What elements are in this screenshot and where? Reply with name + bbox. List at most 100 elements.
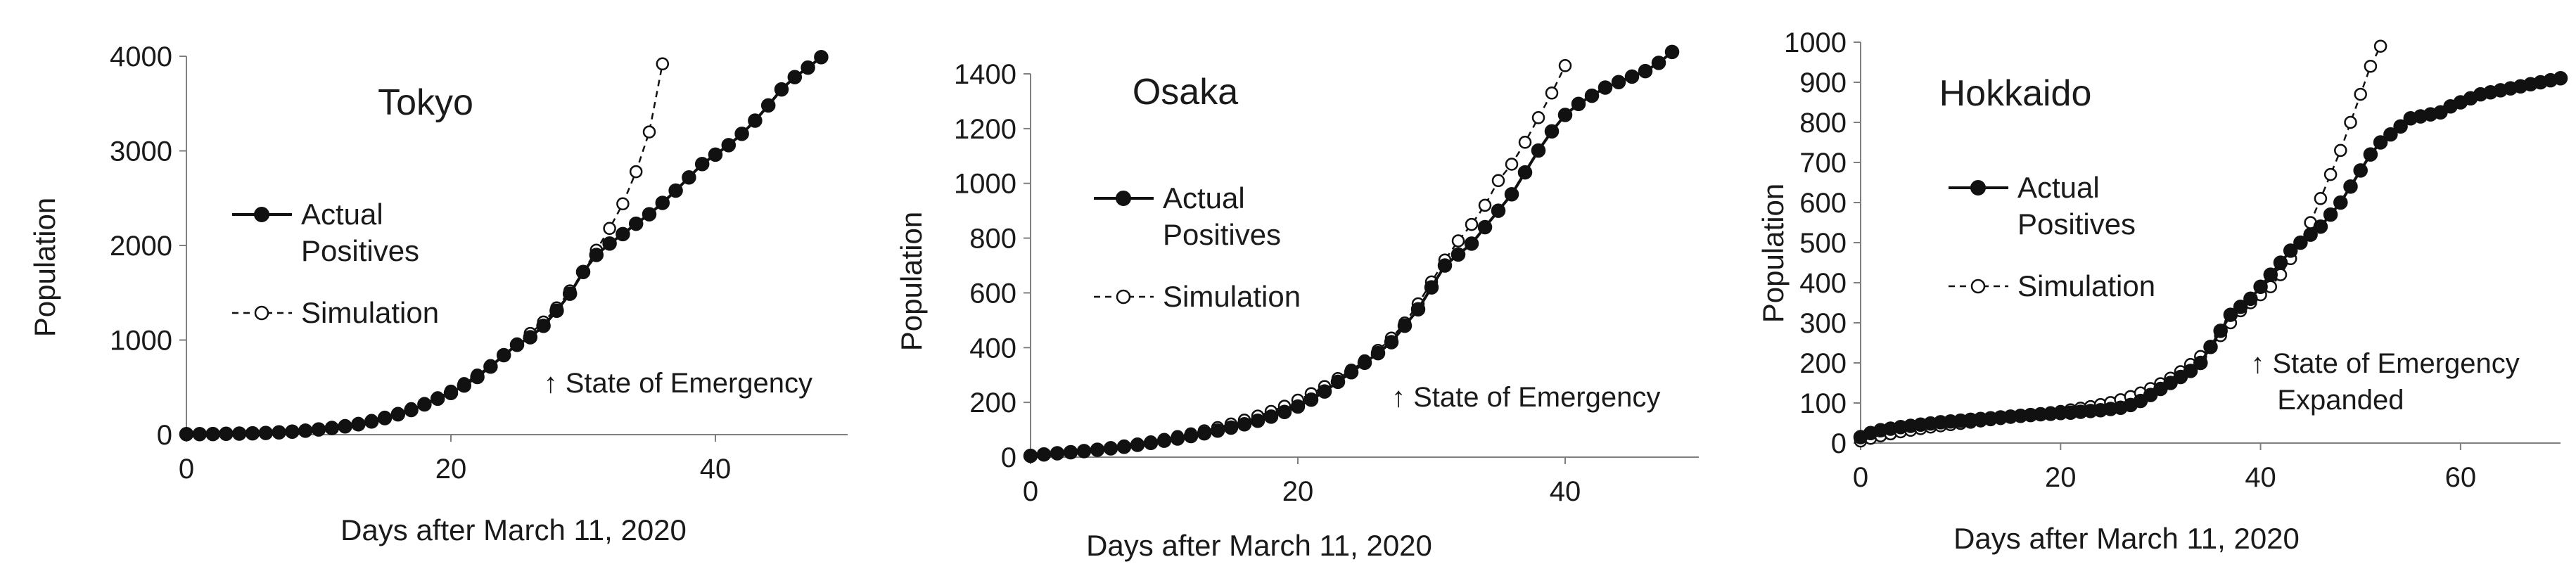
y-tick-label: 800 (1799, 108, 1847, 139)
data-point-simulation (603, 222, 616, 236)
data-point-actual (536, 319, 551, 333)
data-point-simulation (1465, 217, 1479, 231)
data-point-actual (708, 147, 723, 162)
data-point-actual (298, 423, 313, 438)
data-point-actual (1277, 404, 1292, 420)
data-point-actual (457, 378, 472, 393)
data-point-actual (721, 138, 737, 153)
data-point-actual (2243, 291, 2258, 307)
y-tick-label: 100 (1799, 388, 1847, 419)
data-point-simulation (616, 197, 630, 211)
data-point-actual (1317, 384, 1332, 399)
legend-marker-actual (1116, 191, 1131, 206)
y-tick-label: 1400 (954, 59, 1016, 90)
data-point-actual (1504, 187, 1519, 202)
data-point-actual (2293, 235, 2308, 250)
data-point-actual (1250, 413, 1265, 428)
data-point-simulation (629, 165, 643, 179)
data-point-simulation (656, 57, 670, 71)
legend-label-actual: Actual Positives (1163, 181, 1281, 251)
chart-title: Osaka (1133, 72, 1238, 113)
legend-marker-actual (1970, 180, 1986, 196)
data-point-actual (2253, 279, 2268, 294)
y-axis-title: Population (895, 212, 928, 352)
chart-title: Tokyo (378, 82, 473, 123)
data-point-actual (1477, 219, 1493, 235)
x-tick-label: 40 (1550, 476, 1581, 507)
y-tick-label: 500 (1799, 228, 1847, 259)
y-tick-label: 300 (1799, 308, 1847, 339)
x-tick-label: 0 (1853, 462, 1868, 493)
data-point-actual (1370, 345, 1386, 361)
data-point-actual (1544, 124, 1560, 139)
data-point-actual (324, 421, 340, 435)
y-tick-label: 1000 (954, 169, 1016, 200)
data-point-actual (602, 236, 617, 251)
x-tick-label: 20 (435, 454, 467, 485)
data-point-actual (311, 422, 326, 437)
data-point-actual (1036, 447, 1052, 462)
data-point-actual (575, 264, 591, 279)
y-tick-label: 1000 (1784, 27, 1847, 58)
data-point-actual (219, 426, 234, 442)
data-point-actual (1050, 446, 1065, 461)
y-tick-label: 400 (969, 333, 1016, 364)
data-point-actual (814, 50, 829, 65)
legend-marker-actual (254, 207, 269, 222)
data-point-simulation (1505, 158, 1519, 171)
y-tick-label: 4000 (110, 41, 172, 72)
x-tick-label: 40 (700, 454, 732, 485)
y-tick-label: 200 (1799, 348, 1847, 379)
x-tick-label: 20 (1282, 476, 1314, 507)
chart-title: Hokkaido (1939, 73, 2092, 114)
data-point-actual (1090, 442, 1105, 457)
data-point-actual (1330, 374, 1346, 390)
data-point-actual (1397, 318, 1413, 333)
data-point-actual (1437, 258, 1453, 273)
data-point-actual (2213, 324, 2228, 338)
x-tick-label: 40 (2245, 462, 2276, 493)
chart-hokkaido: Hokkaido Days after March 11, 2020 Popul… (1756, 27, 2568, 555)
data-point-actual (1357, 355, 1372, 370)
data-point-actual (509, 337, 525, 352)
data-point-actual (2313, 219, 2328, 234)
data-point-actual (272, 425, 286, 440)
data-point-simulation (1531, 111, 1545, 124)
data-point-actual (443, 385, 459, 401)
data-point-actual (404, 402, 419, 418)
data-point-actual (338, 418, 352, 434)
data-point-actual (2263, 267, 2278, 282)
y-axis-title: Population (28, 198, 61, 338)
y-tick-label: 3000 (110, 136, 172, 167)
data-point-simulation (1478, 198, 1492, 212)
data-point-actual (1076, 444, 1092, 459)
data-point-actual (1664, 44, 1680, 60)
data-point-actual (2233, 299, 2248, 314)
data-point-actual (1450, 247, 1466, 262)
data-point-actual (1197, 425, 1212, 441)
data-point-actual (2203, 339, 2218, 354)
data-point-simulation (2354, 87, 2367, 101)
data-point-simulation (2364, 59, 2378, 73)
data-point-actual (1517, 165, 1533, 180)
data-point-actual (2183, 364, 2198, 378)
data-point-actual (760, 98, 776, 113)
data-point-actual (179, 427, 194, 442)
y-tick-label: 0 (157, 420, 172, 451)
x-axis-title: Days after March 11, 2020 (1086, 529, 1432, 562)
data-point-actual (231, 426, 247, 441)
data-point-actual (523, 330, 538, 345)
y-tick-label: 0 (1001, 442, 1016, 473)
y-tick-label: 400 (1799, 268, 1847, 299)
data-point-actual (668, 183, 683, 198)
data-point-actual (1263, 409, 1279, 424)
data-point-actual (787, 70, 803, 84)
state-of-emergency-annotation: ↑ State of Emergency (1391, 382, 1660, 413)
data-point-actual (285, 424, 300, 439)
data-point-actual (1170, 431, 1185, 446)
data-point-simulation (1558, 59, 1572, 72)
data-point-simulation (1518, 136, 1532, 149)
data-point-actual (1063, 444, 1078, 460)
y-tick-label: 2000 (110, 231, 172, 262)
